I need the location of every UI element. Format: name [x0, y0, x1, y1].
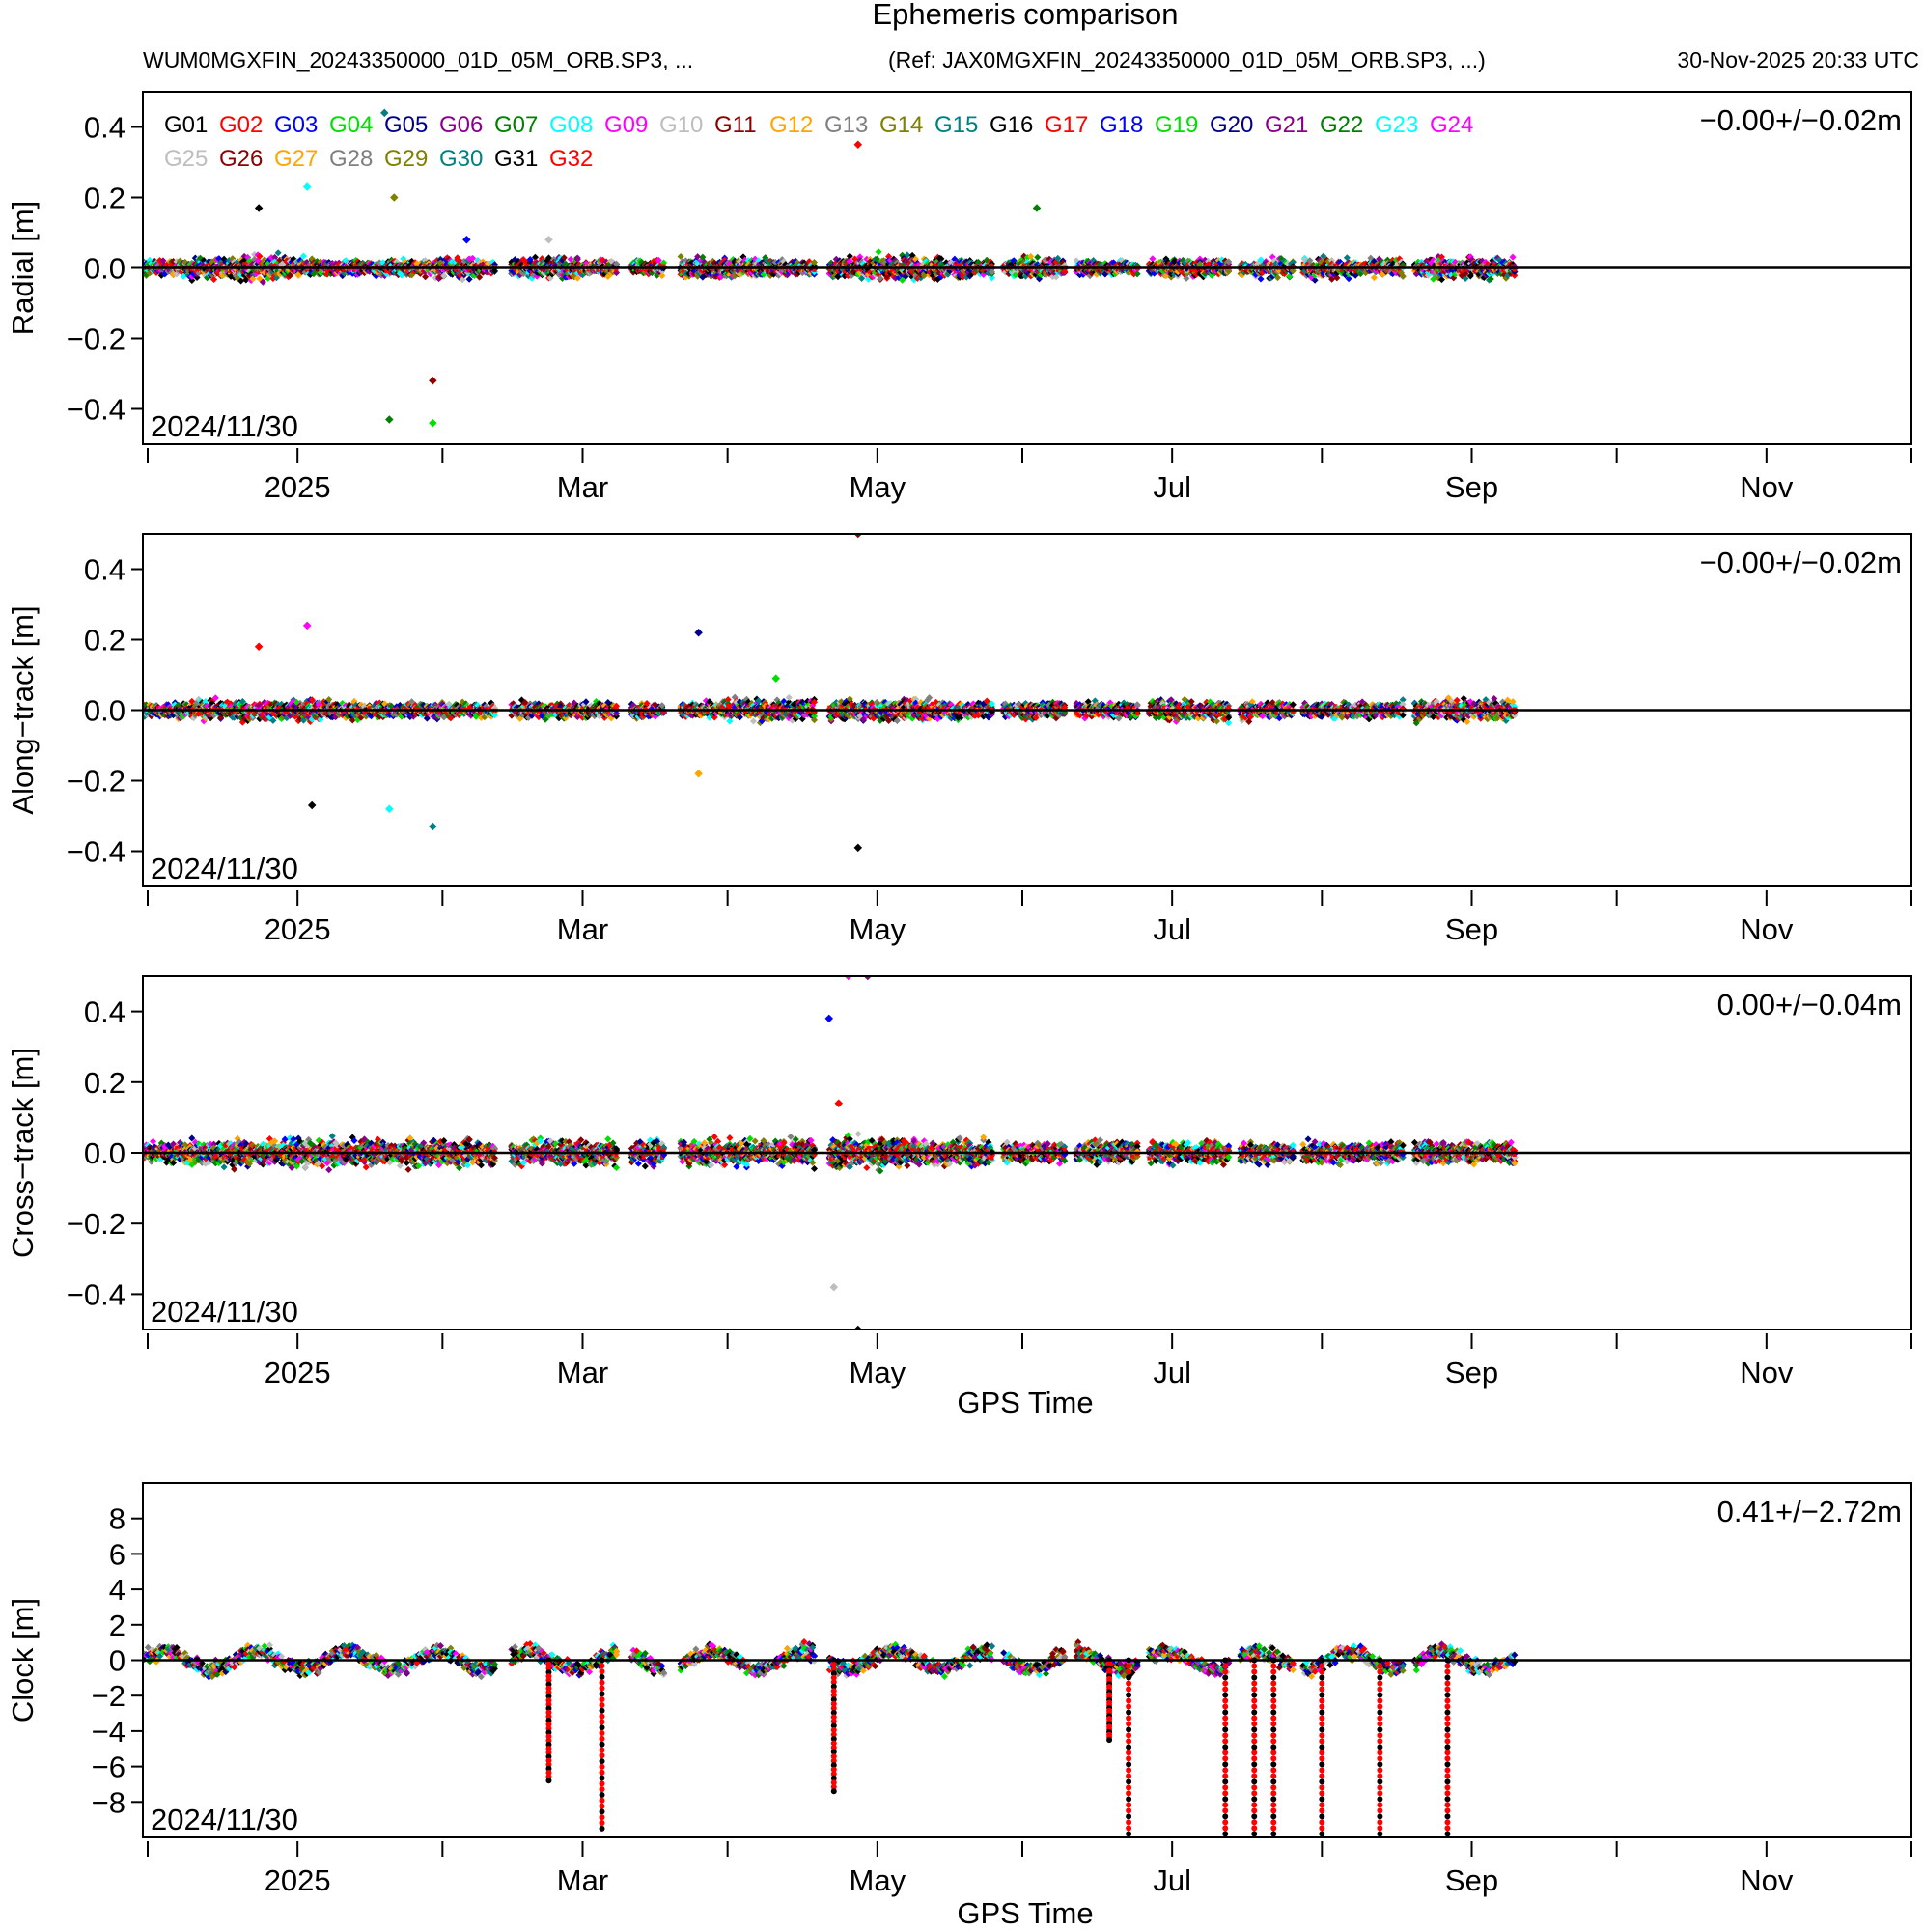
data-point: [274, 249, 282, 257]
data-point: [271, 253, 279, 261]
data-point: [256, 252, 264, 260]
data-point: [1034, 253, 1042, 261]
data-point: [677, 252, 684, 261]
data-point: [237, 277, 245, 285]
data-point: [1370, 274, 1378, 282]
data-point: [259, 278, 266, 286]
data-point-g32: [380, 265, 385, 269]
data-point: [875, 248, 882, 256]
data-point-g32: [159, 263, 164, 267]
data-point: [299, 252, 307, 260]
subtitle-left: WUM0MGXFIN_20243350000_01D_05M_ORB.SP3, …: [143, 47, 693, 72]
data-point: [272, 274, 280, 282]
subtitle-time: 30-Nov-2025 20:33 UTC: [1677, 47, 1919, 72]
data-point: [210, 275, 218, 284]
figure-title: Ephemeris comparison: [872, 0, 1178, 31]
data-point: [398, 271, 405, 279]
data-point-g32: [242, 262, 247, 266]
subtitle-ref: (Ref: JAX0MGXFIN_20243350000_01D_05M_ORB…: [888, 47, 1486, 72]
data-point: [188, 276, 196, 285]
data-point: [159, 257, 167, 265]
data-point-g32: [257, 270, 262, 275]
data-point-g32: [220, 262, 225, 266]
data-point-g32: [216, 269, 221, 274]
data-point: [286, 271, 293, 279]
data-point: [180, 272, 187, 280]
data-point-g32: [209, 263, 213, 267]
data-point-g32: [328, 267, 333, 272]
